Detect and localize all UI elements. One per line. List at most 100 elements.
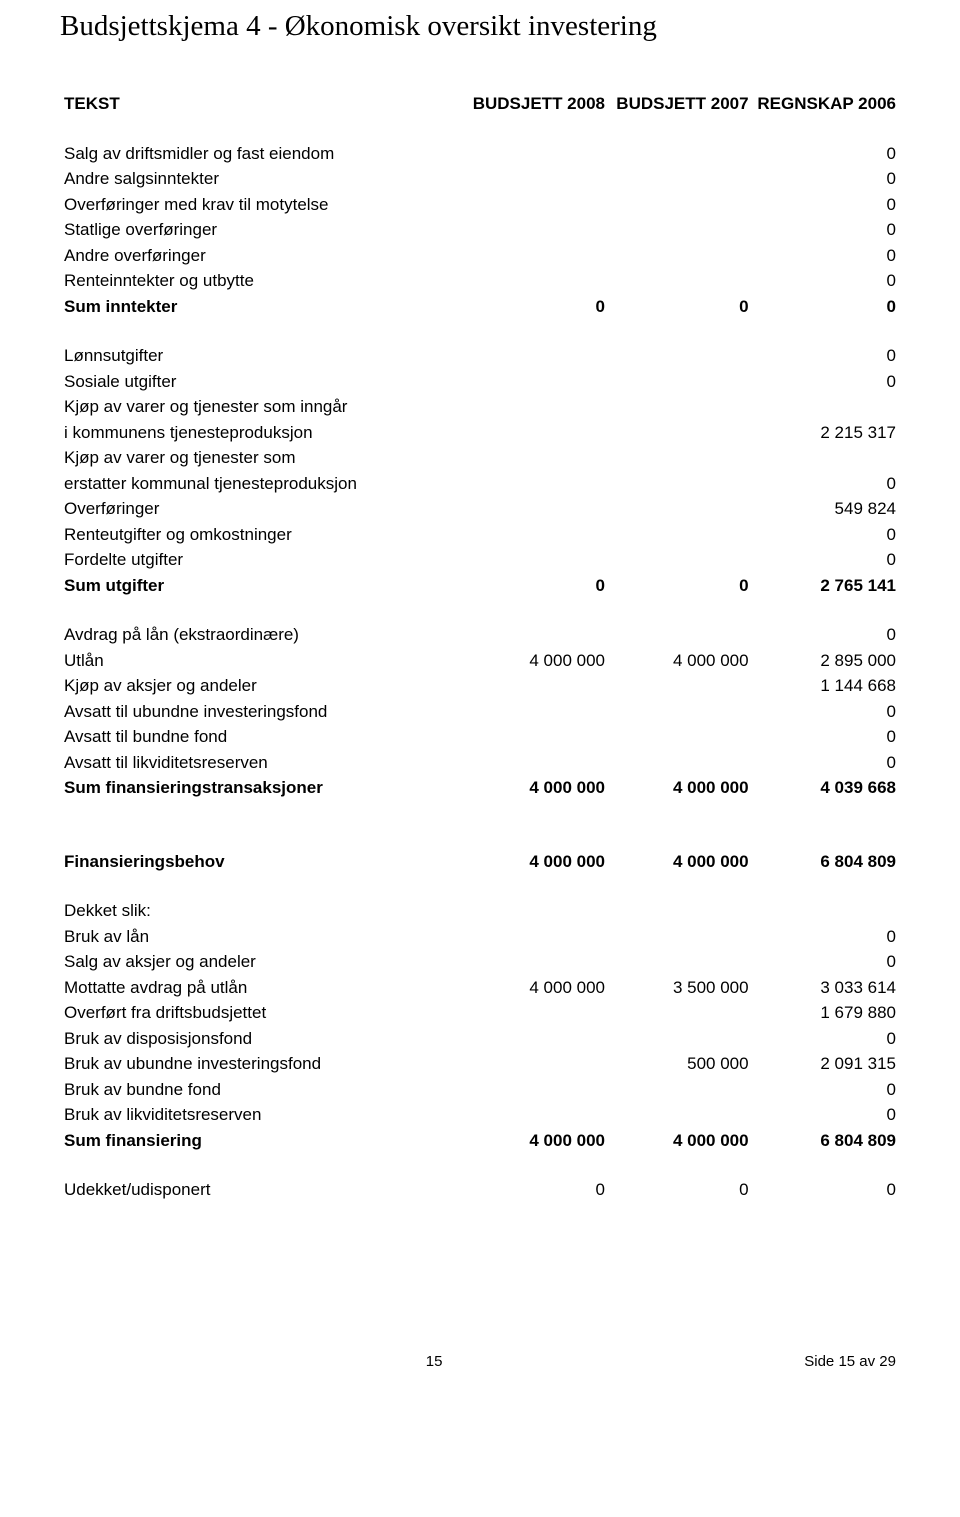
row-value-c2: [609, 217, 753, 243]
spacer-cell: [60, 117, 900, 141]
row-label: Finansieringsbehov: [60, 849, 465, 875]
row-label: Sosiale utgifter: [60, 369, 465, 395]
row-label: erstatter kommunal tjenesteproduksjon: [60, 471, 465, 497]
row-value-c1: [465, 750, 609, 776]
table-row: Andre overføringer0: [60, 243, 900, 269]
row-value-c3: 1 144 668: [753, 673, 900, 699]
table-row: Sum inntekter000: [60, 294, 900, 320]
row-value-c2: 0: [609, 573, 753, 599]
row-value-c3: 1 679 880: [753, 1000, 900, 1026]
table-row: i kommunens tjenesteproduksjon2 215 317: [60, 420, 900, 446]
row-value-c1: 4 000 000: [465, 975, 609, 1001]
row-value-c1: [465, 949, 609, 975]
row-value-c3: 0: [753, 724, 900, 750]
table-row: Kjøp av varer og tjenester som: [60, 445, 900, 471]
row-value-c2: [609, 547, 753, 573]
table-row: [60, 319, 900, 343]
table-row: Avsatt til ubundne investeringsfond0: [60, 699, 900, 725]
row-label: Avsatt til bundne fond: [60, 724, 465, 750]
row-label: Renteinntekter og utbytte: [60, 268, 465, 294]
row-value-c3: 0: [753, 294, 900, 320]
row-value-c1: [465, 141, 609, 167]
row-value-c1: 4 000 000: [465, 849, 609, 875]
row-value-c2: 0: [609, 294, 753, 320]
column-header-c3: REGNSKAP 2006: [753, 91, 900, 117]
table-row: Renteutgifter og omkostninger0: [60, 522, 900, 548]
row-value-c2: 4 000 000: [609, 648, 753, 674]
row-value-c3: [753, 394, 900, 420]
row-value-c1: 0: [465, 1177, 609, 1203]
row-value-c1: [465, 394, 609, 420]
table-row: Utlån4 000 0004 000 0002 895 000: [60, 648, 900, 674]
row-value-c1: [465, 217, 609, 243]
row-value-c2: 4 000 000: [609, 849, 753, 875]
row-value-c3: 0: [753, 522, 900, 548]
row-value-c1: 4 000 000: [465, 775, 609, 801]
row-value-c1: [465, 343, 609, 369]
page-title: Budsjettskjema 4 - Økonomisk oversikt in…: [60, 10, 900, 43]
row-value-c2: [609, 924, 753, 950]
row-value-c2: [609, 141, 753, 167]
row-value-c3: 0: [753, 369, 900, 395]
row-value-c3: [753, 445, 900, 471]
row-value-c3: 2 765 141: [753, 573, 900, 599]
footer-pagenum: 15: [64, 1353, 804, 1370]
row-value-c1: [465, 445, 609, 471]
row-value-c3: 2 091 315: [753, 1051, 900, 1077]
row-value-c2: [609, 445, 753, 471]
row-value-c2: [609, 243, 753, 269]
table-row: [60, 117, 900, 141]
table-row: Kjøp av varer og tjenester som inngår: [60, 394, 900, 420]
table-row: Sum utgifter002 765 141: [60, 573, 900, 599]
row-label: Sum finansieringstransaksjoner: [60, 775, 465, 801]
table-row: [60, 598, 900, 622]
row-value-c3: 0: [753, 949, 900, 975]
row-value-c3: 0: [753, 217, 900, 243]
row-value-c2: [609, 394, 753, 420]
spacer-cell: [60, 1153, 900, 1177]
table-row: Bruk av disposisjonsfond0: [60, 1026, 900, 1052]
row-value-c2: [609, 420, 753, 446]
row-value-c1: [465, 522, 609, 548]
column-header-c1: BUDSJETT 2008: [465, 91, 609, 117]
row-label: Sum finansiering: [60, 1128, 465, 1154]
row-value-c2: [609, 268, 753, 294]
spacer-cell: [60, 801, 900, 849]
row-value-c2: [609, 622, 753, 648]
table-row: Sum finansiering4 000 0004 000 0006 804 …: [60, 1128, 900, 1154]
table-row: [60, 801, 900, 849]
row-value-c2: 4 000 000: [609, 1128, 753, 1154]
row-value-c1: [465, 369, 609, 395]
table-row: Kjøp av aksjer og andeler 1 144 668: [60, 673, 900, 699]
row-value-c1: [465, 547, 609, 573]
row-label: Bruk av bundne fond: [60, 1077, 465, 1103]
row-value-c2: [609, 166, 753, 192]
row-label: Kjøp av aksjer og andeler: [60, 673, 465, 699]
row-value-c3: 0: [753, 166, 900, 192]
table-row: Mottatte avdrag på utlån4 000 0003 500 0…: [60, 975, 900, 1001]
table-row: Udekket/udisponert000: [60, 1177, 900, 1203]
row-value-c2: [609, 192, 753, 218]
row-value-c2: [609, 496, 753, 522]
row-value-c3: 0: [753, 243, 900, 269]
row-value-c1: [465, 192, 609, 218]
row-value-c3: [753, 898, 900, 924]
row-label: Avsatt til ubundne investeringsfond: [60, 699, 465, 725]
table-row: Overføringer549 824: [60, 496, 900, 522]
spacer-cell: [60, 598, 900, 622]
table-row: Renteinntekter og utbytte0: [60, 268, 900, 294]
row-value-c3: 0: [753, 1102, 900, 1128]
table-row: Salg av driftsmidler og fast eiendom0: [60, 141, 900, 167]
row-value-c2: [609, 1000, 753, 1026]
row-value-c1: 0: [465, 573, 609, 599]
row-value-c1: [465, 1077, 609, 1103]
row-label: Overføringer med krav til motytelse: [60, 192, 465, 218]
row-value-c3: 0: [753, 1026, 900, 1052]
column-header-label: TEKST: [60, 91, 465, 117]
footer-side: Side 15 av 29: [804, 1353, 896, 1370]
row-label: Udekket/udisponert: [60, 1177, 465, 1203]
row-value-c3: 0: [753, 343, 900, 369]
row-value-c1: [465, 1000, 609, 1026]
row-label: Andre salgsinntekter: [60, 166, 465, 192]
table-row: Finansieringsbehov4 000 0004 000 0006 80…: [60, 849, 900, 875]
